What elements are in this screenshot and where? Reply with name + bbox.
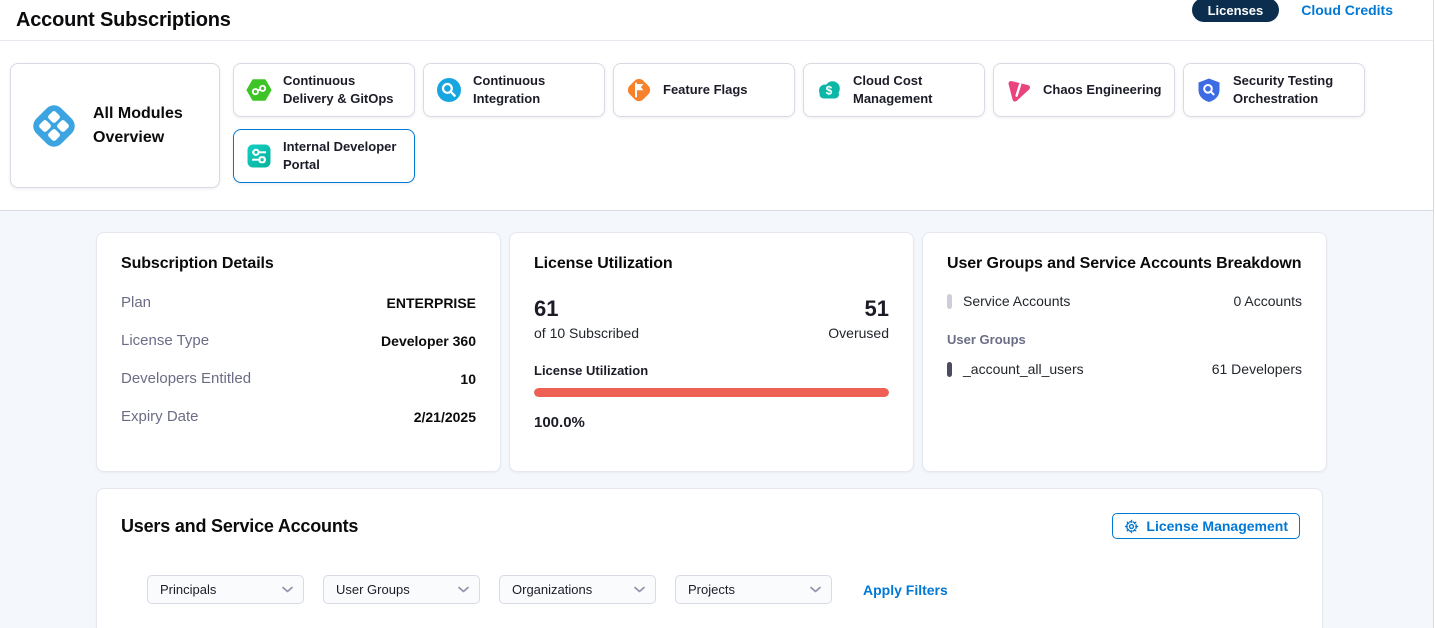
chevron-down-icon bbox=[634, 586, 645, 593]
overused-count: 51 bbox=[864, 296, 889, 321]
organizations-filter-label: Organizations bbox=[512, 582, 593, 597]
modules-strip: All Modules Overview Continuous Delivery… bbox=[0, 41, 1433, 211]
organizations-filter-dropdown[interactable]: Organizations bbox=[499, 575, 656, 604]
ccm-icon: $ bbox=[816, 77, 842, 103]
summary-area: Subscription Details Plan ENTERPRISE Lic… bbox=[0, 211, 1433, 628]
header-tabs: Licenses Cloud Credits bbox=[1191, 0, 1393, 22]
idp-icon bbox=[246, 143, 272, 169]
users-service-accounts-card: Users and Service Accounts License Manag… bbox=[96, 488, 1323, 628]
service-accounts-value: 0 Accounts bbox=[1233, 293, 1303, 309]
utilization-bar-label: License Utilization bbox=[534, 363, 649, 379]
gear-icon bbox=[1124, 519, 1139, 534]
projects-filter-dropdown[interactable]: Projects bbox=[675, 575, 832, 604]
plan-row: Plan ENTERPRISE bbox=[121, 294, 476, 311]
module-label: Continuous Integration bbox=[473, 73, 546, 106]
all-modules-overview-card[interactable]: All Modules Overview bbox=[10, 63, 220, 188]
chaos-icon bbox=[1006, 77, 1032, 103]
module-card-idp[interactable]: Internal Developer Portal bbox=[233, 129, 415, 183]
license-type-row: License Type Developer 360 bbox=[121, 332, 476, 349]
module-card-cd-gitops[interactable]: Continuous Delivery & GitOps bbox=[233, 63, 415, 117]
utilization-percent: 100.0% bbox=[534, 414, 585, 432]
module-label: Internal Developer Portal bbox=[283, 139, 397, 172]
principals-filter-label: Principals bbox=[160, 582, 217, 597]
overused-caption: Overused bbox=[828, 325, 889, 342]
user-groups-heading: User Groups bbox=[947, 332, 1026, 347]
utilization-numbers: 61 of 10 Subscribed 51 Overused bbox=[534, 296, 889, 342]
license-type-label: License Type bbox=[121, 332, 210, 349]
developers-entitled-value: 10 bbox=[460, 370, 476, 387]
filters-row: Principals User Groups Organizations bbox=[147, 575, 1300, 604]
summary-cards-row: Subscription Details Plan ENTERPRISE Lic… bbox=[96, 232, 1433, 472]
used-column: 61 of 10 Subscribed bbox=[534, 296, 640, 342]
apply-filters-link[interactable]: Apply Filters bbox=[863, 581, 948, 598]
module-grid: Continuous Delivery & GitOps Continuous … bbox=[233, 63, 1373, 183]
service-accounts-row: Service Accounts 0 Accounts bbox=[947, 293, 1302, 309]
users-section-title: Users and Service Accounts bbox=[121, 515, 359, 536]
module-label: Cloud Cost Management bbox=[853, 73, 933, 106]
license-utilization-title: License Utilization bbox=[534, 255, 673, 272]
page-title: Account Subscriptions bbox=[16, 8, 231, 31]
all-modules-overview-label: All Modules Overview bbox=[93, 104, 183, 146]
developers-entitled-row: Developers Entitled 10 bbox=[121, 370, 476, 387]
svg-text:$: $ bbox=[826, 84, 833, 98]
breakdown-title: User Groups and Service Accounts Breakdo… bbox=[947, 255, 1302, 272]
expiry-date-label: Expiry Date bbox=[121, 408, 199, 425]
chevron-down-icon bbox=[458, 586, 469, 593]
chevron-down-icon bbox=[282, 586, 293, 593]
module-card-chaos[interactable]: Chaos Engineering bbox=[993, 63, 1175, 117]
tab-licenses[interactable]: Licenses bbox=[1191, 0, 1280, 22]
plan-value: ENTERPRISE bbox=[386, 294, 476, 311]
developers-entitled-label: Developers Entitled bbox=[121, 370, 252, 387]
module-card-feature-flags[interactable]: Feature Flags bbox=[613, 63, 795, 117]
expiry-date-row: Expiry Date 2/21/2025 bbox=[121, 408, 476, 425]
user-group-row: _account_all_users 61 Developers bbox=[947, 361, 1302, 377]
used-caption: of 10 Subscribed bbox=[534, 325, 640, 342]
service-accounts-label: Service Accounts bbox=[963, 293, 1071, 309]
module-card-ci[interactable]: Continuous Integration bbox=[423, 63, 605, 117]
page-header: Account Subscriptions Licenses Cloud Cre… bbox=[0, 0, 1433, 41]
breakdown-card: User Groups and Service Accounts Breakdo… bbox=[922, 232, 1327, 472]
subscription-details-title: Subscription Details bbox=[121, 255, 274, 272]
expiry-date-value: 2/21/2025 bbox=[413, 408, 476, 425]
license-management-label: License Management bbox=[1146, 518, 1288, 534]
utilization-bar-fill bbox=[534, 388, 889, 398]
license-utilization-card: License Utilization 61 of 10 Subscribed … bbox=[509, 232, 914, 472]
license-management-button[interactable]: License Management bbox=[1112, 513, 1300, 539]
license-type-value: Developer 360 bbox=[381, 332, 476, 349]
principals-filter-dropdown[interactable]: Principals bbox=[147, 575, 304, 604]
projects-filter-label: Projects bbox=[688, 582, 735, 597]
plan-label: Plan bbox=[121, 294, 152, 311]
module-card-ccm[interactable]: $ Cloud Cost Management bbox=[803, 63, 985, 117]
service-accounts-marker-icon bbox=[947, 293, 952, 309]
user-group-value: 61 Developers bbox=[1211, 361, 1302, 377]
user-group-name: _account_all_users bbox=[963, 361, 1084, 377]
users-section-header: Users and Service Accounts License Manag… bbox=[121, 513, 1300, 539]
cd-gitops-icon bbox=[246, 77, 272, 103]
feature-flags-icon bbox=[626, 77, 652, 103]
ci-icon bbox=[436, 77, 462, 103]
tab-cloud-credits[interactable]: Cloud Credits bbox=[1301, 2, 1393, 18]
overused-column: 51 Overused bbox=[828, 296, 889, 342]
user-groups-filter-dropdown[interactable]: User Groups bbox=[323, 575, 480, 604]
sto-icon bbox=[1196, 77, 1222, 103]
module-label: Continuous Delivery & GitOps bbox=[283, 73, 394, 106]
module-label: Feature Flags bbox=[663, 82, 748, 98]
user-groups-filter-label: User Groups bbox=[336, 582, 410, 597]
subscription-details-card: Subscription Details Plan ENTERPRISE Lic… bbox=[96, 232, 501, 472]
module-card-sto[interactable]: Security Testing Orchestration bbox=[1183, 63, 1365, 117]
all-modules-icon bbox=[29, 101, 79, 151]
chevron-down-icon bbox=[810, 586, 821, 593]
utilization-bar-track bbox=[534, 388, 889, 398]
used-count: 61 bbox=[534, 296, 559, 321]
module-label: Security Testing Orchestration bbox=[1233, 73, 1334, 106]
module-label: Chaos Engineering bbox=[1043, 82, 1162, 98]
user-group-marker-icon bbox=[947, 361, 952, 377]
